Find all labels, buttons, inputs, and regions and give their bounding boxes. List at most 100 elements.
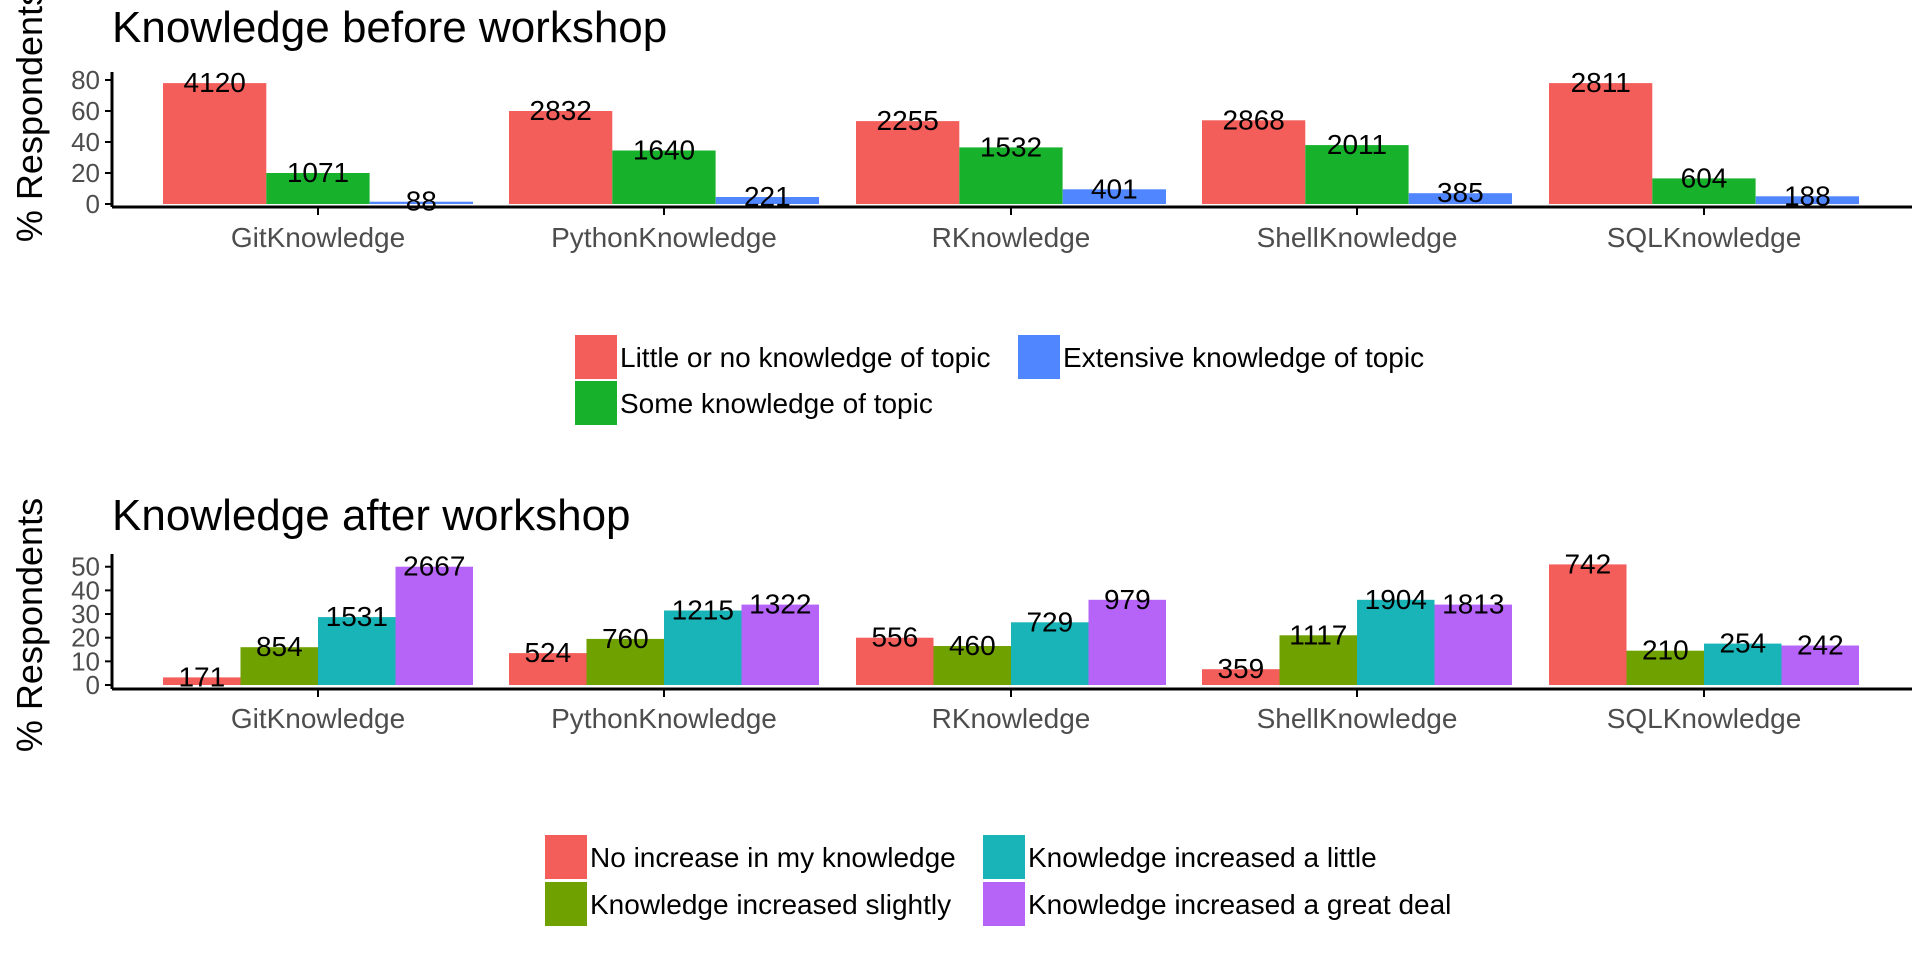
bar: [741, 604, 819, 685]
data-label: 556: [871, 622, 918, 653]
bar: [715, 197, 819, 204]
data-label: 385: [1437, 177, 1484, 208]
y-axis-label: % Respondents: [9, 0, 50, 242]
chart-title: Knowledge after workshop: [112, 491, 631, 540]
data-label: 242: [1797, 630, 1844, 661]
legend: Little or no knowledge of topic Extensive…: [575, 335, 1424, 425]
x-tick-label: GitKnowledge: [231, 222, 405, 253]
bar: [240, 647, 318, 685]
x-tick-label: RKnowledge: [932, 703, 1091, 734]
legend-label: Knowledge increased a great deal: [1028, 889, 1451, 920]
bar: [318, 617, 396, 685]
data-label: 729: [1026, 606, 1073, 637]
data-label: 1813: [1442, 589, 1504, 620]
data-label: 1904: [1365, 584, 1427, 615]
bar: [1434, 604, 1512, 685]
legend-label: No increase in my knowledge: [590, 842, 956, 873]
series-4: 2667 1322 979 1813 242: [395, 551, 1859, 685]
bar: [1652, 178, 1756, 204]
series-1: 4120 2832 2255 2868 2811: [163, 67, 1653, 204]
legend-label: Some knowledge of topic: [620, 388, 933, 419]
x-tick-label: SQLKnowledge: [1607, 703, 1802, 734]
data-label: 2667: [403, 551, 465, 582]
y-tick-label: 20: [71, 623, 100, 653]
legend-swatch: [1018, 335, 1060, 379]
bar: [1704, 643, 1782, 685]
data-label: 2255: [877, 105, 939, 136]
series-1: 171 524 556 359 742: [163, 548, 1627, 692]
bar: [395, 566, 473, 685]
y-tick-label: 80: [71, 65, 100, 95]
bar: [1062, 189, 1166, 204]
bar: [959, 147, 1063, 204]
data-label: 854: [256, 631, 303, 662]
bar: [1781, 645, 1859, 685]
y-tick-label: 50: [71, 552, 100, 582]
bar: [509, 111, 613, 204]
legend-swatch: [545, 882, 587, 926]
y-axis-label: % Respondents: [9, 498, 50, 752]
data-label: 1532: [980, 131, 1042, 162]
data-label: 359: [1217, 653, 1264, 684]
bar: [1755, 196, 1859, 205]
bar: [266, 173, 370, 204]
data-label: 1215: [672, 595, 734, 626]
data-label: 604: [1681, 162, 1728, 193]
bar: [1408, 193, 1512, 204]
bar: [1088, 599, 1166, 685]
data-label: 254: [1719, 628, 1766, 659]
bar: [933, 646, 1011, 685]
data-label: 171: [178, 661, 225, 692]
series-3: 1531 1215 729 1904 254: [318, 584, 1782, 685]
x-tick-label: ShellKnowledge: [1257, 222, 1458, 253]
data-label: 760: [602, 623, 649, 654]
y-tick-label: 10: [71, 646, 100, 676]
y-tick-label: 20: [71, 158, 100, 188]
x-tick-label: PythonKnowledge: [551, 703, 777, 734]
data-label: 2832: [530, 95, 592, 126]
bar: [586, 638, 664, 685]
series-2: 854 760 460 1117 210: [240, 619, 1704, 685]
legend-swatch: [983, 835, 1025, 879]
y-tick-label: 40: [71, 127, 100, 157]
bar: [612, 150, 716, 204]
bar: [163, 83, 267, 204]
x-tick-label: ShellKnowledge: [1257, 703, 1458, 734]
legend-label: Knowledge increased slightly: [590, 889, 951, 920]
bar: [1202, 669, 1280, 685]
data-label: 210: [1642, 635, 1689, 666]
legend-label: Knowledge increased a little: [1028, 842, 1377, 873]
bar: [856, 121, 960, 204]
x-tick-label: SQLKnowledge: [1607, 222, 1802, 253]
bar: [664, 610, 742, 685]
legend-swatch: [545, 835, 587, 879]
data-label: 460: [949, 630, 996, 661]
legend: No increase in my knowledge Knowledge inc…: [545, 835, 1451, 926]
y-tick-label: 30: [71, 599, 100, 629]
legend-swatch: [575, 335, 617, 379]
data-label: 88: [406, 186, 437, 217]
bar: [1305, 145, 1409, 204]
data-label: 979: [1104, 584, 1151, 615]
bar: [1549, 564, 1627, 685]
panel-1: Knowledge before workshop % Respondents 41…: [9, 0, 1912, 425]
data-label: 1117: [1289, 619, 1347, 650]
legend-label: Little or no knowledge of topic: [620, 342, 990, 373]
legend-swatch: [575, 381, 617, 425]
x-tick-label: RKnowledge: [932, 222, 1091, 253]
bar: [509, 653, 587, 685]
data-label: 524: [524, 637, 571, 668]
bar: [163, 677, 241, 685]
data-label: 1071: [287, 157, 349, 188]
bar: [1626, 650, 1704, 685]
data-label: 742: [1564, 548, 1611, 579]
y-tick-label: 40: [71, 575, 100, 605]
data-label: 4120: [184, 67, 246, 98]
bar: [1011, 622, 1089, 685]
y-tick-label: 0: [86, 189, 100, 219]
legend-label: Extensive knowledge of topic: [1063, 342, 1424, 373]
legend-swatch: [983, 882, 1025, 926]
bar: [1549, 83, 1653, 204]
